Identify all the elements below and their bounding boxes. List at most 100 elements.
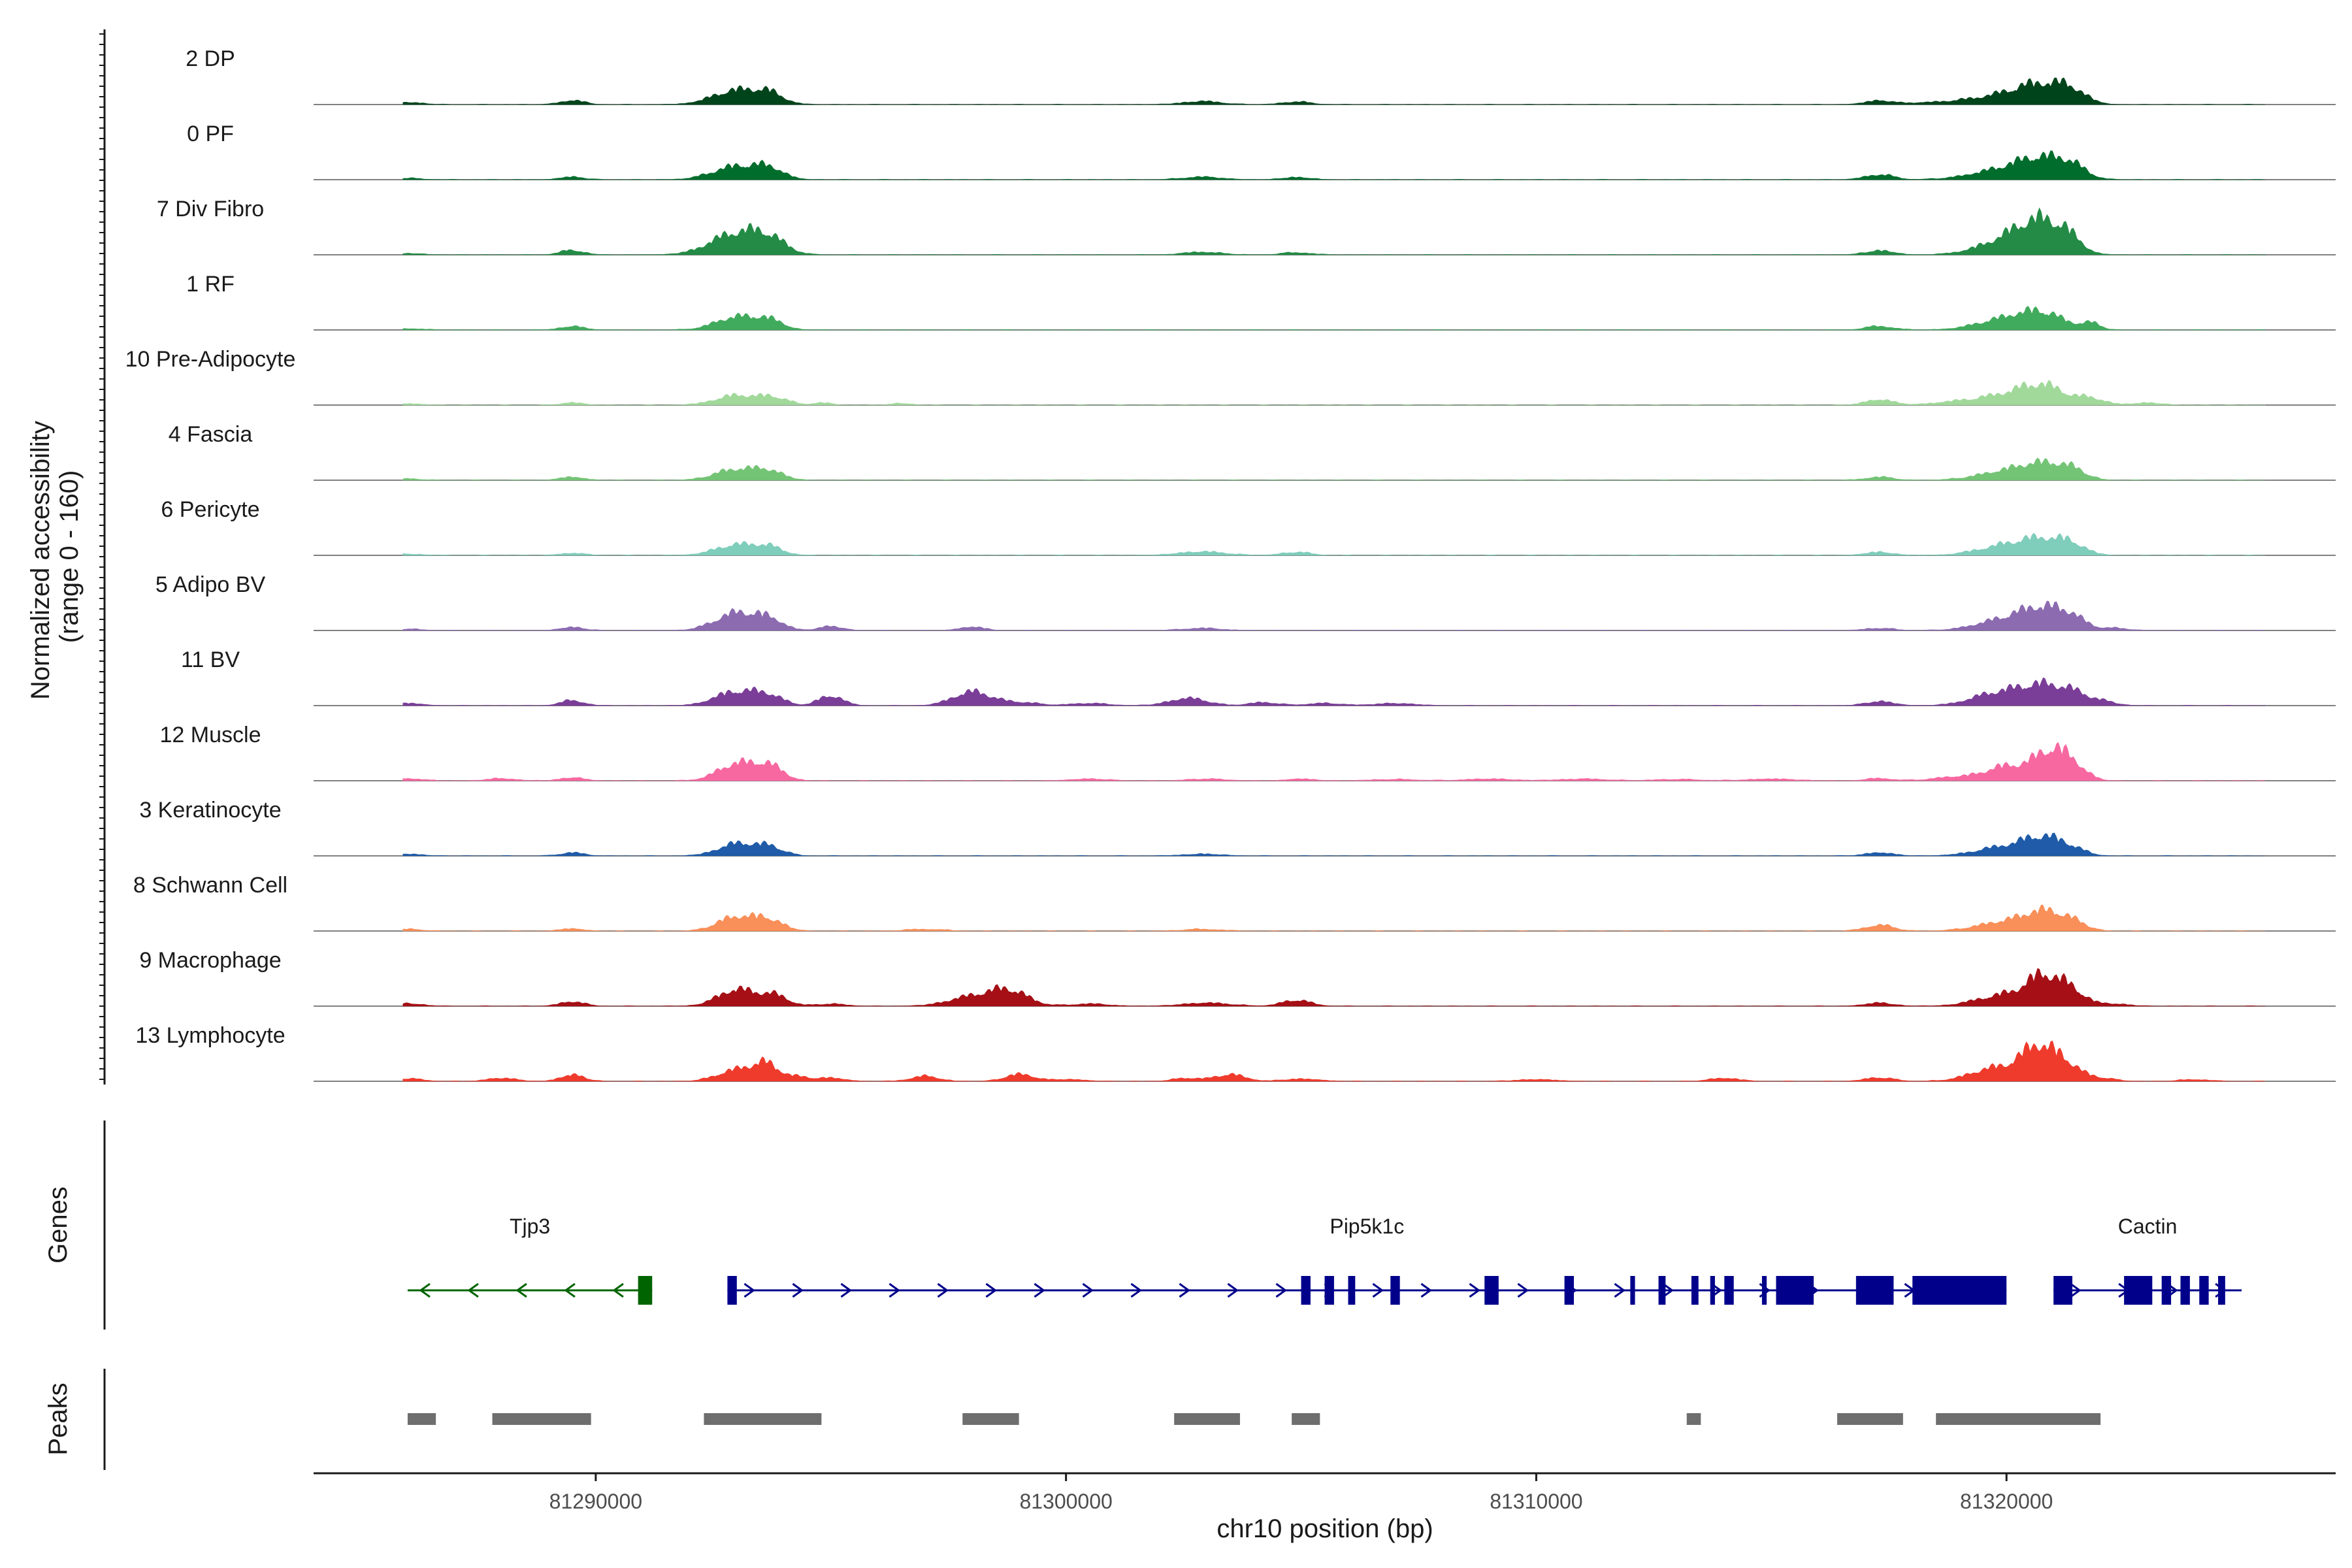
genes-track-label: Genes	[44, 1186, 73, 1264]
exon	[1484, 1276, 1499, 1305]
exon	[2053, 1276, 2072, 1305]
exon	[2180, 1276, 2190, 1305]
strand-arrow	[1517, 1282, 1529, 1298]
gene-tjp3: Tjp3	[407, 1215, 653, 1305]
y-axis-title: Normalized accessibility (range 0 - 160)	[26, 414, 84, 700]
y-axis-ticks	[99, 33, 105, 1080]
track-label: 13 Lymphocyte	[135, 1023, 285, 1048]
strand-arrow	[1275, 1282, 1287, 1298]
track-label: 3 Keratinocyte	[139, 798, 281, 823]
exon	[1630, 1276, 1635, 1305]
track-6: 4 Fascia	[169, 422, 2336, 481]
peak-region	[492, 1413, 591, 1425]
exon	[1301, 1276, 1311, 1305]
peak-region	[704, 1413, 822, 1425]
exon	[2124, 1276, 2153, 1305]
peak-region	[407, 1413, 436, 1425]
strand-arrow	[937, 1282, 949, 1298]
strand-arrow	[1662, 1282, 1674, 1298]
strand-arrow	[419, 1282, 431, 1298]
exon	[1912, 1276, 2007, 1305]
x-axis-title: chr10 position (bp)	[1217, 1514, 1433, 1543]
track-12: 8 Schwann Cell	[133, 873, 2336, 932]
gene-label: Cactin	[2118, 1215, 2178, 1238]
peak-region	[1936, 1413, 2101, 1425]
track-2: 0 PF	[187, 122, 2336, 180]
strand-arrow	[2070, 1282, 2082, 1298]
track-label: 6 Pericyte	[161, 497, 259, 522]
strand-arrow	[985, 1282, 997, 1298]
strand-arrow	[564, 1282, 576, 1298]
exon	[1710, 1276, 1715, 1305]
gene-label: Tjp3	[510, 1215, 550, 1238]
coverage-area	[402, 968, 2265, 1007]
strand-arrow	[743, 1282, 755, 1298]
peak-region	[1174, 1413, 1240, 1425]
track-label: 1 RF	[186, 272, 235, 297]
strand-arrow	[840, 1282, 852, 1298]
y-axis-title-line1: Normalized accessibility	[26, 421, 55, 700]
track-7: 6 Pericyte	[161, 497, 2336, 556]
peak-region	[1292, 1413, 1320, 1425]
track-label: 9 Macrophage	[139, 948, 281, 973]
exon	[1691, 1276, 1699, 1305]
peak-regions	[407, 1413, 2101, 1425]
exon	[1324, 1276, 1334, 1305]
exon	[638, 1276, 653, 1305]
strand-arrow	[1179, 1282, 1190, 1298]
x-tick-label: 81300000	[1019, 1490, 1112, 1513]
strand-arrow	[889, 1282, 900, 1298]
peak-region	[1837, 1413, 1903, 1425]
strand-arrow	[515, 1282, 527, 1298]
track-14: 13 Lymphocyte	[135, 1023, 2336, 1082]
track-label: 5 Adipo BV	[155, 572, 266, 597]
coverage-area	[402, 457, 2265, 481]
strand-arrow	[1372, 1282, 1384, 1298]
strand-arrow	[1614, 1282, 1625, 1298]
coverage-area	[402, 150, 2265, 180]
track-3: 7 Div Fibro	[157, 197, 2336, 255]
coverage-area	[402, 77, 2265, 105]
track-1: 2 DP	[186, 46, 2336, 105]
x-axis-ticks: 81290000 81300000 81310000 81320000	[549, 1473, 2053, 1513]
strand-arrow	[792, 1282, 804, 1298]
exon	[1348, 1276, 1356, 1305]
track-label: 0 PF	[187, 122, 234, 146]
coverage-area	[402, 207, 2266, 255]
exon	[1390, 1276, 1400, 1305]
track-9: 11 BV	[181, 647, 2336, 706]
track-label: 10 Pre-Adipocyte	[125, 347, 296, 372]
exon	[2199, 1276, 2209, 1305]
exon	[1776, 1276, 1814, 1305]
gene-label: Pip5k1c	[1330, 1215, 1404, 1238]
strand-arrow	[1130, 1282, 1142, 1298]
track-label: 11 BV	[181, 647, 240, 672]
peak-region	[1686, 1413, 1701, 1425]
track-label: 12 Muscle	[160, 723, 261, 747]
track-10: 12 Muscle	[160, 723, 2336, 781]
track-label: 7 Div Fibro	[157, 197, 264, 221]
coverage-area	[402, 532, 2265, 556]
track-label: 4 Fascia	[169, 422, 253, 447]
x-tick-label: 81310000	[1490, 1490, 1582, 1513]
peaks-track-label: Peaks	[44, 1382, 73, 1455]
exon	[1761, 1276, 1767, 1305]
track-8: 5 Adipo BV	[155, 572, 2336, 631]
exon	[2161, 1276, 2172, 1305]
track-11: 3 Keratinocyte	[139, 798, 2336, 857]
strand-arrow	[1082, 1282, 1094, 1298]
exon	[1564, 1276, 1574, 1305]
track-13: 9 Macrophage	[139, 948, 2336, 1007]
coverage-area	[402, 1040, 2266, 1082]
strand-arrow	[1227, 1282, 1239, 1298]
exon	[727, 1276, 737, 1305]
gene-cactin: Cactin	[2053, 1215, 2242, 1305]
gene-pip5k1c: Pip5k1c	[727, 1215, 2007, 1305]
coverage-area	[402, 306, 2266, 331]
strand-arrow	[1034, 1282, 1045, 1298]
strand-arrow	[1420, 1282, 1432, 1298]
peak-region	[962, 1413, 1019, 1425]
exon	[1724, 1276, 1734, 1305]
coverage-area	[402, 677, 2266, 706]
